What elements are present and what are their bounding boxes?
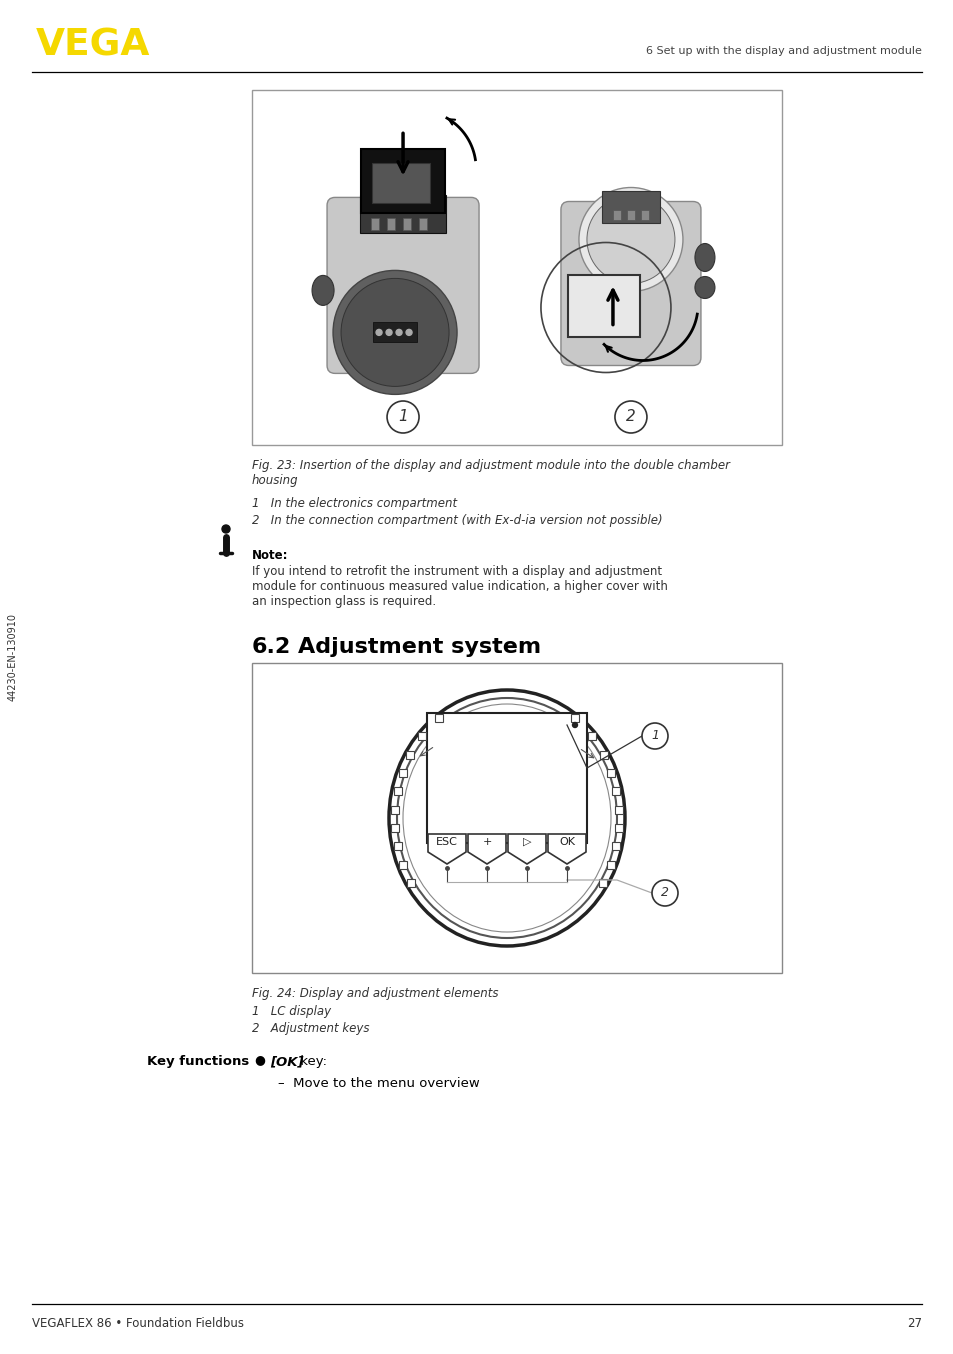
- Text: [OK]: [OK]: [270, 1055, 303, 1068]
- FancyBboxPatch shape: [614, 806, 622, 814]
- FancyBboxPatch shape: [372, 164, 430, 203]
- Text: OK: OK: [558, 837, 575, 848]
- Text: 6 Set up with the display and adjustment module: 6 Set up with the display and adjustment…: [645, 46, 921, 56]
- FancyBboxPatch shape: [407, 879, 415, 887]
- Text: Adjustment system: Adjustment system: [297, 636, 540, 657]
- FancyBboxPatch shape: [613, 210, 620, 219]
- Text: +: +: [482, 837, 491, 848]
- FancyBboxPatch shape: [601, 191, 659, 222]
- FancyBboxPatch shape: [640, 210, 648, 219]
- Text: ●: ●: [253, 1053, 265, 1066]
- Text: LOCK: LOCK: [561, 723, 587, 749]
- Polygon shape: [468, 834, 505, 864]
- Text: 2: 2: [625, 409, 635, 425]
- Text: 2   In the connection compartment (with Ex-d-ia version not possible): 2 In the connection compartment (with Ex…: [252, 515, 662, 527]
- Text: 1   LC display: 1 LC display: [252, 1005, 331, 1018]
- Ellipse shape: [389, 691, 624, 946]
- Ellipse shape: [396, 699, 617, 938]
- FancyBboxPatch shape: [359, 195, 446, 233]
- Circle shape: [651, 880, 678, 906]
- FancyBboxPatch shape: [607, 769, 615, 777]
- Polygon shape: [507, 834, 545, 864]
- Text: VEGA: VEGA: [36, 28, 151, 64]
- FancyBboxPatch shape: [427, 714, 586, 844]
- FancyBboxPatch shape: [417, 733, 426, 741]
- FancyBboxPatch shape: [612, 787, 619, 795]
- Circle shape: [333, 271, 456, 394]
- Ellipse shape: [402, 704, 610, 932]
- Text: 2: 2: [660, 887, 668, 899]
- FancyBboxPatch shape: [394, 842, 401, 850]
- Text: 6.2: 6.2: [252, 636, 291, 657]
- Text: 1: 1: [650, 730, 659, 742]
- Text: ▷: ▷: [522, 837, 531, 848]
- FancyBboxPatch shape: [398, 861, 407, 869]
- Polygon shape: [547, 834, 585, 864]
- Circle shape: [222, 525, 230, 533]
- Ellipse shape: [312, 275, 334, 306]
- Ellipse shape: [694, 276, 714, 298]
- FancyBboxPatch shape: [435, 714, 443, 722]
- Circle shape: [641, 723, 667, 749]
- Circle shape: [586, 195, 674, 283]
- FancyBboxPatch shape: [391, 806, 399, 814]
- FancyBboxPatch shape: [394, 787, 401, 795]
- Text: If you intend to retrofit the instrument with a display and adjustment: If you intend to retrofit the instrument…: [252, 565, 661, 578]
- Text: an inspection glass is required.: an inspection glass is required.: [252, 594, 436, 608]
- Polygon shape: [428, 834, 465, 864]
- Text: housing: housing: [252, 474, 298, 487]
- Text: –  Move to the menu overview: – Move to the menu overview: [277, 1076, 479, 1090]
- Text: Note:: Note:: [252, 548, 288, 562]
- FancyBboxPatch shape: [371, 218, 378, 230]
- Text: key:: key:: [295, 1055, 327, 1068]
- FancyBboxPatch shape: [567, 275, 639, 337]
- FancyBboxPatch shape: [598, 750, 607, 758]
- FancyBboxPatch shape: [614, 825, 622, 831]
- Text: 2   Adjustment keys: 2 Adjustment keys: [252, 1022, 369, 1034]
- Text: VEGAFLEX 86 • Foundation Fieldbus: VEGAFLEX 86 • Foundation Fieldbus: [32, 1317, 244, 1330]
- Text: OPEN: OPEN: [432, 719, 457, 745]
- Circle shape: [406, 329, 412, 336]
- FancyBboxPatch shape: [252, 89, 781, 445]
- FancyBboxPatch shape: [398, 769, 406, 777]
- Text: Key functions: Key functions: [147, 1055, 249, 1068]
- Circle shape: [386, 329, 392, 336]
- Text: 44230-EN-130910: 44230-EN-130910: [8, 613, 18, 701]
- FancyBboxPatch shape: [373, 322, 416, 343]
- FancyBboxPatch shape: [252, 663, 781, 974]
- FancyBboxPatch shape: [587, 733, 596, 741]
- Circle shape: [340, 279, 449, 386]
- FancyBboxPatch shape: [626, 210, 635, 219]
- Text: ESC: ESC: [436, 837, 457, 848]
- FancyBboxPatch shape: [560, 202, 700, 366]
- FancyBboxPatch shape: [360, 149, 445, 214]
- FancyBboxPatch shape: [387, 218, 395, 230]
- Text: 27: 27: [906, 1317, 921, 1330]
- FancyBboxPatch shape: [606, 861, 615, 869]
- Circle shape: [395, 329, 401, 336]
- Text: Fig. 24: Display and adjustment elements: Fig. 24: Display and adjustment elements: [252, 987, 498, 1001]
- FancyBboxPatch shape: [612, 842, 619, 850]
- Circle shape: [375, 329, 381, 336]
- FancyBboxPatch shape: [406, 750, 414, 758]
- Text: module for continuous measured value indication, a higher cover with: module for continuous measured value ind…: [252, 580, 667, 593]
- Text: Fig. 23: Insertion of the display and adjustment module into the double chamber: Fig. 23: Insertion of the display and ad…: [252, 459, 729, 473]
- Circle shape: [615, 401, 646, 433]
- Circle shape: [387, 401, 418, 433]
- FancyBboxPatch shape: [391, 825, 399, 831]
- Ellipse shape: [694, 244, 714, 272]
- FancyBboxPatch shape: [418, 218, 427, 230]
- Text: 1   In the electronics compartment: 1 In the electronics compartment: [252, 497, 456, 510]
- Text: TWIST: TWIST: [490, 705, 522, 716]
- Text: 1: 1: [397, 409, 408, 425]
- FancyBboxPatch shape: [327, 198, 478, 374]
- Circle shape: [578, 187, 682, 291]
- FancyBboxPatch shape: [402, 218, 411, 230]
- FancyBboxPatch shape: [570, 714, 578, 722]
- Circle shape: [572, 723, 577, 727]
- FancyBboxPatch shape: [598, 879, 606, 887]
